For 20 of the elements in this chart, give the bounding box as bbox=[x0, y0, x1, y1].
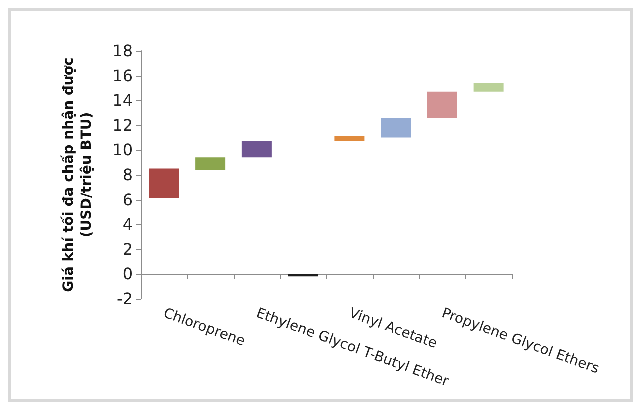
y-tick-label: 12 bbox=[112, 116, 133, 135]
bar bbox=[242, 142, 272, 158]
bar bbox=[196, 158, 226, 170]
bar bbox=[149, 168, 180, 199]
y-tick-label: 0 bbox=[122, 264, 133, 284]
bar bbox=[381, 118, 412, 138]
y-tick-label: 16 bbox=[112, 66, 133, 86]
bar bbox=[334, 136, 365, 142]
y-tick-label: 6 bbox=[122, 190, 133, 210]
bar bbox=[474, 83, 504, 92]
y-tick-label: 4 bbox=[122, 215, 133, 234]
bar bbox=[288, 274, 318, 277]
y-tick-label: 8 bbox=[122, 166, 133, 184]
y-tick-label: 10 bbox=[112, 140, 133, 160]
y-tick-label: 14 bbox=[112, 91, 133, 110]
y-axis-title: Giá khí tối đa chấp nhận được (USD/triệu BTU) bbox=[60, 58, 95, 292]
y-tick-label: 18 bbox=[112, 42, 133, 60]
y-tick-label: 2 bbox=[122, 240, 133, 259]
y-tick-label: -2 bbox=[117, 290, 133, 308]
bar bbox=[427, 92, 458, 118]
